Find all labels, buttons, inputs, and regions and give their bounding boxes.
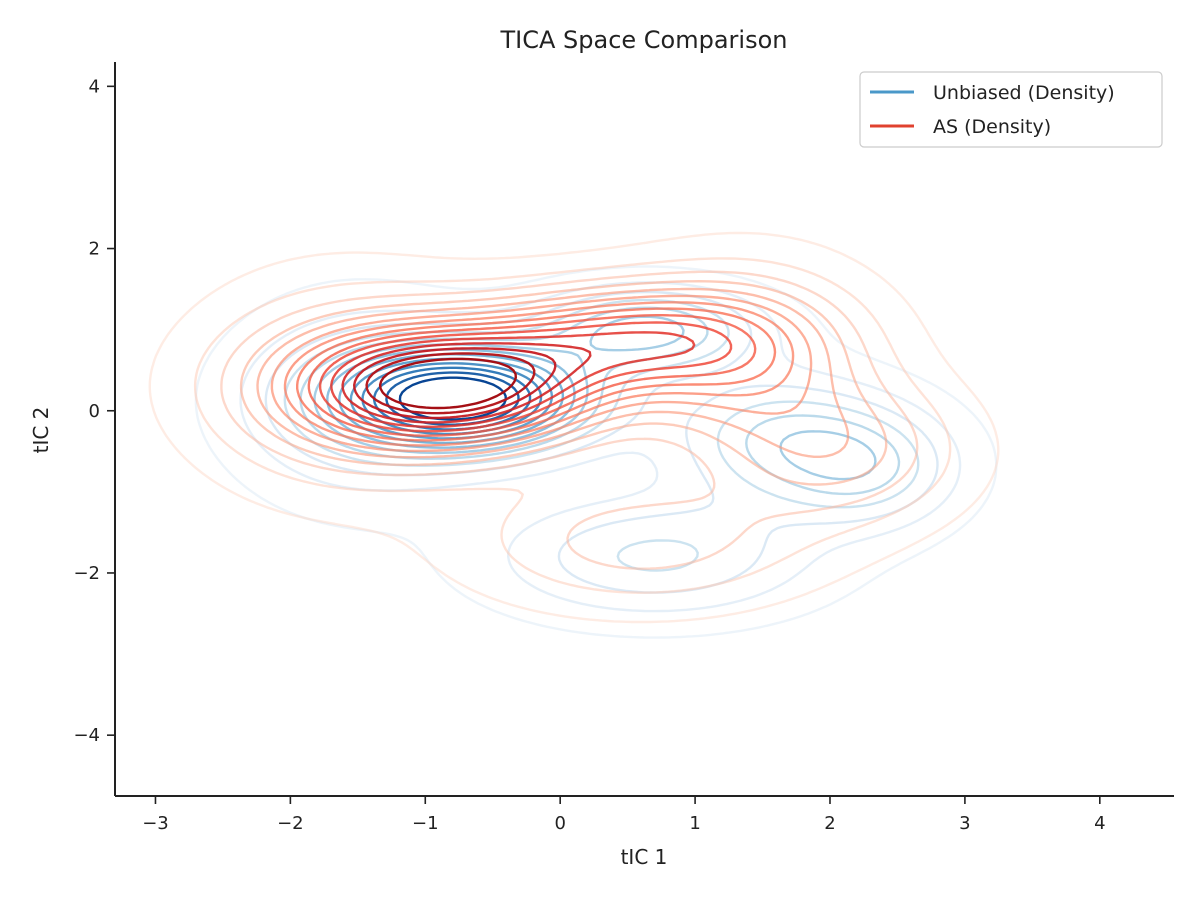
contour-group-1 — [148, 231, 1000, 624]
x-tick-label: 1 — [689, 813, 700, 834]
y-axis-ticks: −4 −2 0 2 4 — [73, 76, 115, 746]
contour-level — [148, 231, 1000, 624]
contour-level — [330, 331, 696, 428]
contour-level — [239, 280, 888, 486]
contour-level — [365, 352, 536, 415]
x-tick-label: 0 — [554, 813, 565, 834]
y-tick-label: 0 — [89, 401, 100, 422]
contour-level — [239, 281, 962, 613]
legend: Unbiased (Density) AS (Density) — [859, 71, 1163, 148]
contour-level — [193, 257, 952, 594]
y-axis-label: tIC 2 — [29, 407, 53, 454]
x-axis-label: tIC 1 — [621, 845, 668, 869]
chart-title: TICA Space Comparison — [499, 26, 787, 54]
x-tick-label: −1 — [412, 813, 439, 834]
x-tick-label: −3 — [142, 813, 169, 834]
x-axis-ticks: −3 −2 −1 0 1 2 3 4 — [142, 796, 1106, 834]
legend-label-as: AS (Density) — [933, 116, 1051, 138]
y-tick-label: 2 — [89, 239, 100, 260]
contour-level — [296, 307, 777, 442]
y-tick-label: −4 — [73, 725, 100, 746]
contour-level — [194, 265, 998, 639]
x-tick-label: 3 — [959, 813, 970, 834]
contour-layer — [148, 231, 1000, 639]
x-tick-label: −2 — [277, 813, 304, 834]
contour-level — [256, 287, 850, 459]
contour-level — [220, 270, 919, 570]
contour-level — [307, 314, 757, 437]
contour-level — [341, 342, 592, 424]
legend-label-unbiased: Unbiased (Density) — [933, 82, 1115, 104]
contour-level — [353, 347, 557, 420]
y-tick-label: −2 — [73, 563, 100, 584]
contour-level — [283, 301, 795, 447]
legend-box — [859, 71, 1163, 148]
x-tick-label: 2 — [824, 813, 835, 834]
contour-level — [299, 306, 901, 496]
y-tick-label: 4 — [89, 76, 100, 97]
x-tick-label: 4 — [1094, 813, 1105, 834]
contour-level — [270, 294, 813, 453]
contour-level — [318, 321, 733, 433]
contour-level — [378, 357, 517, 410]
